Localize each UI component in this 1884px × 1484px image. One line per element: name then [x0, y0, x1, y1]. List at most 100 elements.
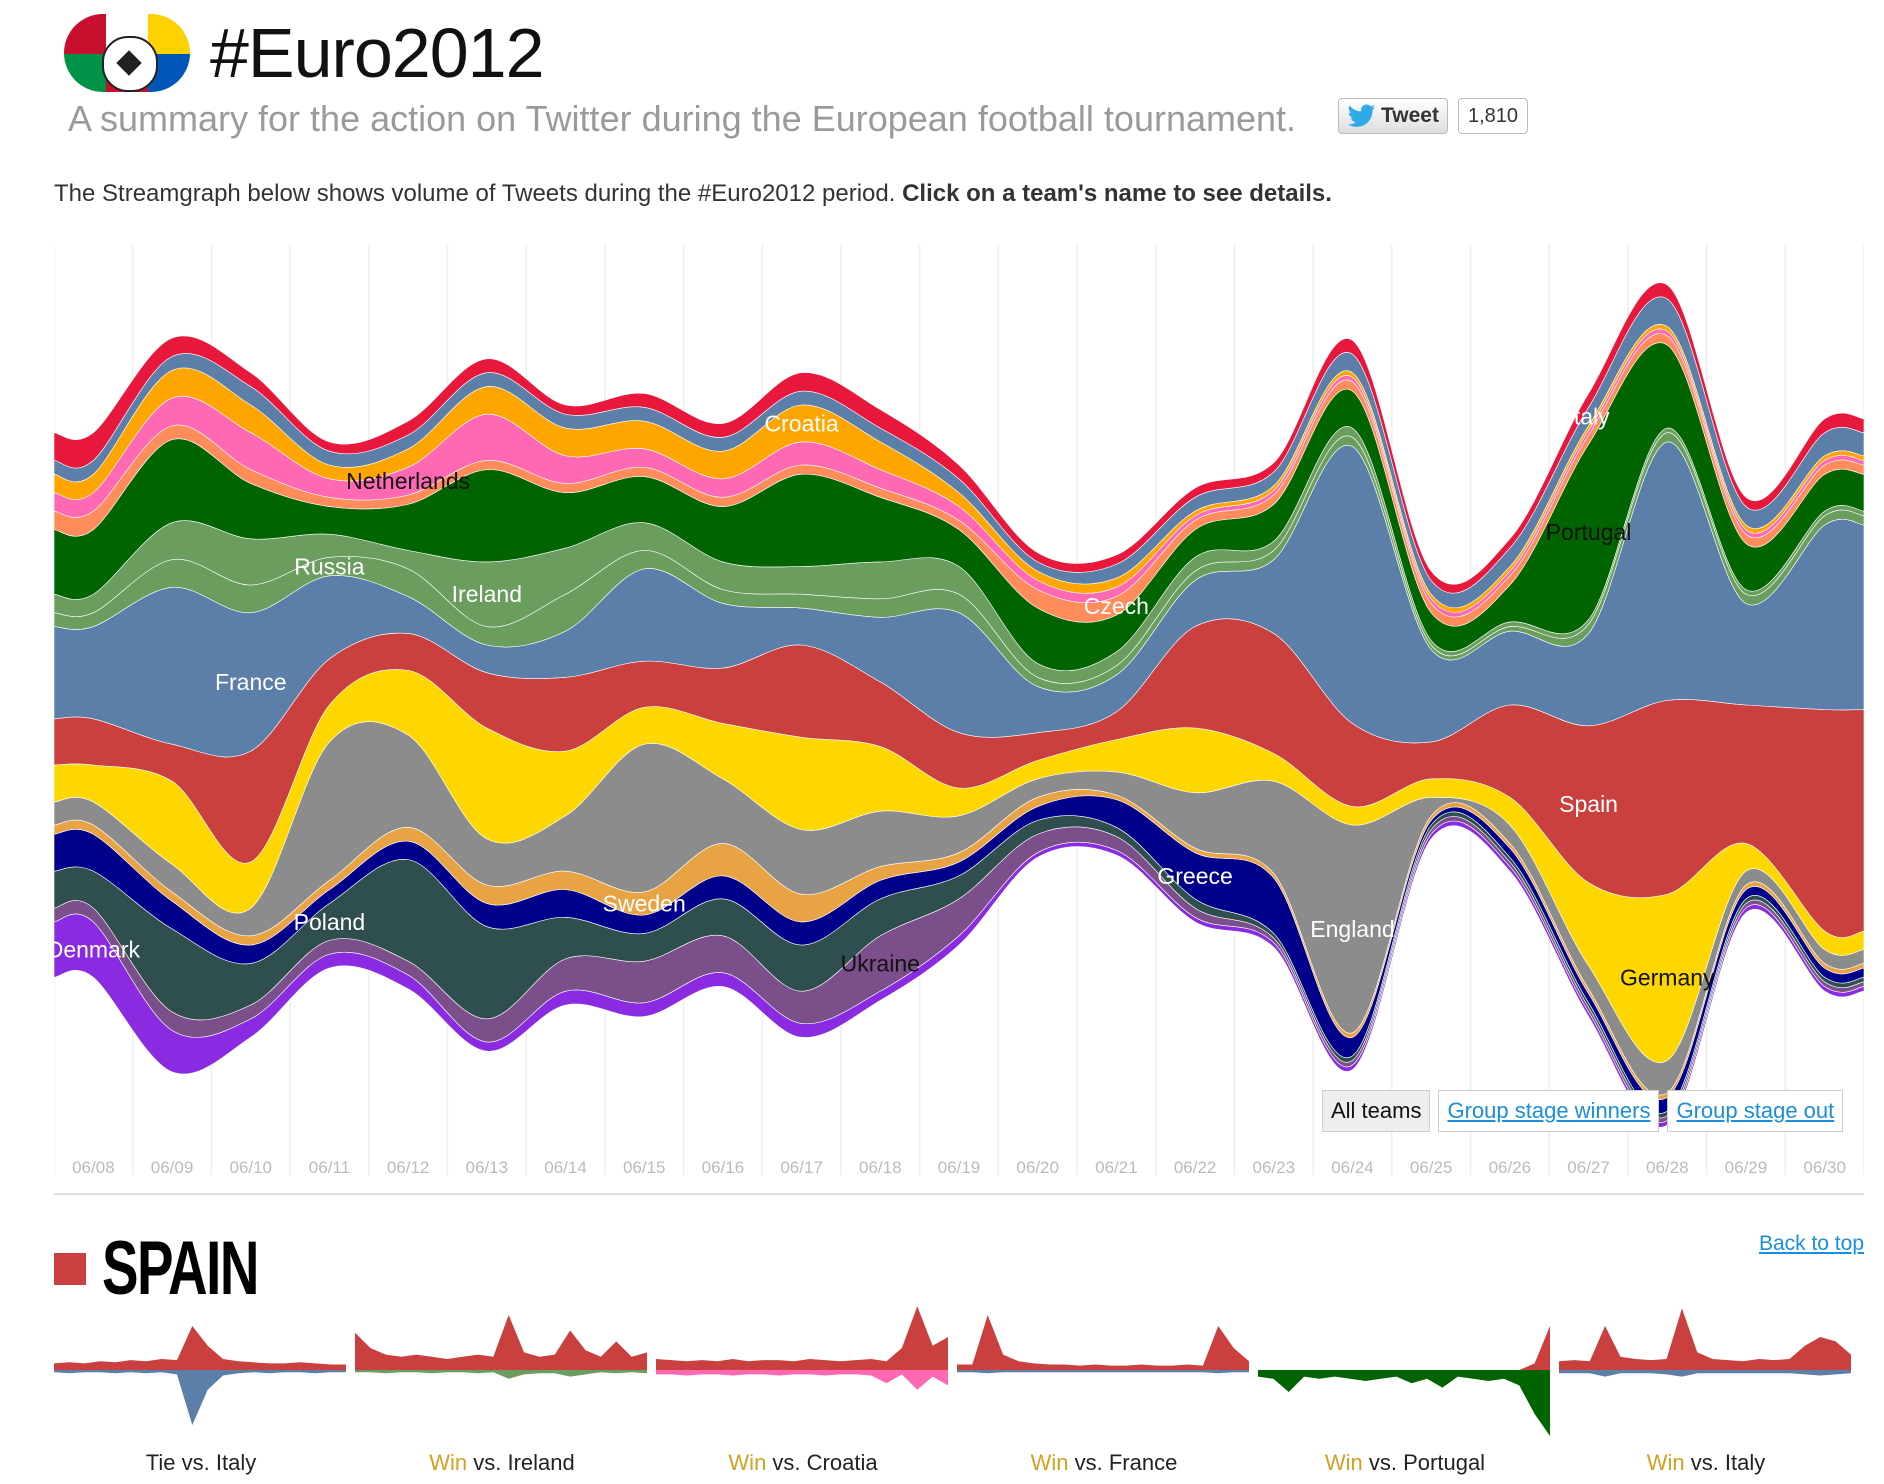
section-divider [54, 1193, 1864, 1195]
stream-label-denmark[interactable]: Denmark [54, 937, 140, 963]
match-result: Win [1030, 1450, 1075, 1475]
tweet-label: Tweet [1381, 104, 1439, 127]
match-result: Tie [145, 1450, 182, 1475]
match-card[interactable]: Win vs. Croatia [656, 1300, 950, 1476]
tweet-button[interactable]: Tweet [1338, 98, 1448, 134]
match-card[interactable]: Win vs. Portugal [1258, 1300, 1552, 1476]
opponent-volume-area [1258, 1370, 1550, 1436]
x-tick-label: 06/21 [1095, 1158, 1138, 1177]
match-sparkline [1258, 1326, 1550, 1436]
stream-label-netherlands[interactable]: Netherlands [346, 468, 470, 494]
match-result: Win [1646, 1450, 1691, 1475]
stream-label-croatia[interactable]: Croatia [765, 410, 839, 436]
page-header: #Euro2012 [64, 8, 545, 98]
page-title: #Euro2012 [210, 14, 545, 92]
match-sparkline [1559, 1308, 1851, 1377]
match-card[interactable]: Win vs. Ireland [355, 1300, 649, 1476]
x-tick-label: 06/16 [702, 1158, 745, 1177]
intro-text: The Streamgraph below shows volume of Tw… [54, 180, 1332, 208]
match-label: Win vs. Croatia [656, 1450, 950, 1476]
stream-label-spain[interactable]: Spain [1559, 791, 1618, 817]
intro-bold: Click on a team's name to see details. [902, 180, 1332, 207]
stream-label-portugal[interactable]: Portugal [1546, 519, 1632, 545]
team-name[interactable]: SPAIN [102, 1226, 259, 1311]
opponent-volume-area [1559, 1370, 1851, 1377]
opponent-volume-area [957, 1370, 1249, 1374]
x-tick-label: 06/13 [466, 1158, 509, 1177]
x-tick-label: 06/15 [623, 1158, 666, 1177]
twitter-bird-icon [1348, 104, 1375, 127]
euro-football-logo-icon [64, 14, 190, 92]
team-volume-area [1559, 1308, 1851, 1370]
team-volume-area [656, 1306, 948, 1370]
x-tick-label: 06/27 [1567, 1158, 1610, 1177]
x-tick-label: 06/10 [229, 1158, 272, 1177]
stream-label-england[interactable]: England [1310, 916, 1394, 942]
match-opponent: vs. Ireland [473, 1450, 575, 1475]
match-label: Win vs. France [957, 1450, 1251, 1476]
x-tick-label: 06/24 [1331, 1158, 1374, 1177]
match-opponent: vs. France [1074, 1450, 1178, 1475]
team-color-swatch [54, 1252, 86, 1285]
match-result: Win [728, 1450, 773, 1475]
filter-group-out[interactable]: Group stage out [1667, 1090, 1844, 1132]
match-sparkline [656, 1306, 948, 1390]
x-tick-label: 06/08 [72, 1158, 115, 1177]
x-tick-label: 06/30 [1803, 1158, 1846, 1177]
match-result: Win [1324, 1450, 1369, 1475]
match-opponent: vs. Croatia [772, 1450, 878, 1475]
stream-label-ukraine[interactable]: Ukraine [841, 950, 920, 976]
stream-label-czech[interactable]: Czech [1084, 593, 1149, 619]
match-label: Win vs. Italy [1559, 1450, 1853, 1476]
tweet-count: 1,810 [1457, 98, 1529, 134]
x-tick-label: 06/28 [1646, 1158, 1689, 1177]
intro-plain: The Streamgraph below shows volume of Tw… [54, 180, 896, 207]
team-volume-area [1258, 1326, 1550, 1370]
tweet-widget: Tweet 1,810 [1338, 98, 1529, 134]
x-tick-label: 06/18 [859, 1158, 902, 1177]
match-sparkline [957, 1315, 1249, 1374]
match-card[interactable]: Win vs. France [957, 1300, 1251, 1476]
stream-label-russia[interactable]: Russia [294, 554, 365, 580]
x-tick-label: 06/11 [309, 1158, 350, 1177]
filter-all-teams[interactable]: All teams [1322, 1090, 1431, 1132]
x-tick-label: 06/19 [938, 1158, 981, 1177]
streamgraph-chart: Netherlands Croatia Portugal Italy Ireland Ru… [54, 245, 1864, 1177]
x-tick-label: 06/09 [151, 1158, 194, 1177]
stream-label-france[interactable]: France [215, 669, 287, 695]
x-tick-label: 06/26 [1489, 1158, 1532, 1177]
stream-label-italy[interactable]: Italy [1567, 404, 1610, 430]
team-volume-area [957, 1315, 1249, 1370]
team-volume-area [54, 1326, 346, 1370]
match-label: Win vs. Portugal [1258, 1450, 1552, 1476]
opponent-volume-area [656, 1370, 948, 1390]
x-tick-label: 06/25 [1410, 1158, 1453, 1177]
stream-label-germany[interactable]: Germany [1620, 964, 1715, 990]
stream-label-sweden[interactable]: Sweden [603, 890, 686, 916]
x-tick-label: 06/23 [1253, 1158, 1296, 1177]
match-card[interactable]: Win vs. Italy [1559, 1300, 1853, 1476]
x-tick-label: 06/17 [780, 1158, 823, 1177]
match-result: Win [429, 1450, 474, 1475]
x-tick-label: 06/22 [1174, 1158, 1217, 1177]
opponent-volume-area [355, 1370, 647, 1379]
match-label: Win vs. Ireland [355, 1450, 649, 1476]
x-tick-label: 06/20 [1016, 1158, 1059, 1177]
stream-label-poland[interactable]: Poland [294, 909, 366, 935]
filter-group-winners[interactable]: Group stage winners [1438, 1090, 1660, 1132]
stream-layer-other[interactable] [54, 282, 1864, 594]
match-card[interactable]: Tie vs. Italy [54, 1300, 348, 1476]
stream-label-greece[interactable]: Greece [1157, 863, 1232, 889]
back-to-top-link[interactable]: Back to top [1758, 1232, 1864, 1255]
stream-label-ireland[interactable]: Ireland [452, 581, 522, 607]
match-opponent: vs. Portugal [1368, 1450, 1486, 1475]
team-volume-area [355, 1315, 647, 1370]
match-opponent: vs. Italy [1690, 1450, 1766, 1475]
match-sparkline [355, 1315, 647, 1379]
opponent-volume-area [54, 1370, 346, 1425]
x-tick-label: 06/12 [387, 1158, 430, 1177]
page-subtitle: A summary for the action on Twitter duri… [68, 98, 1297, 139]
filter-buttons: All teams Group stage winners Group stag… [1322, 1090, 1844, 1132]
x-tick-label: 06/14 [544, 1158, 587, 1177]
team-heading: SPAIN [54, 1225, 319, 1312]
